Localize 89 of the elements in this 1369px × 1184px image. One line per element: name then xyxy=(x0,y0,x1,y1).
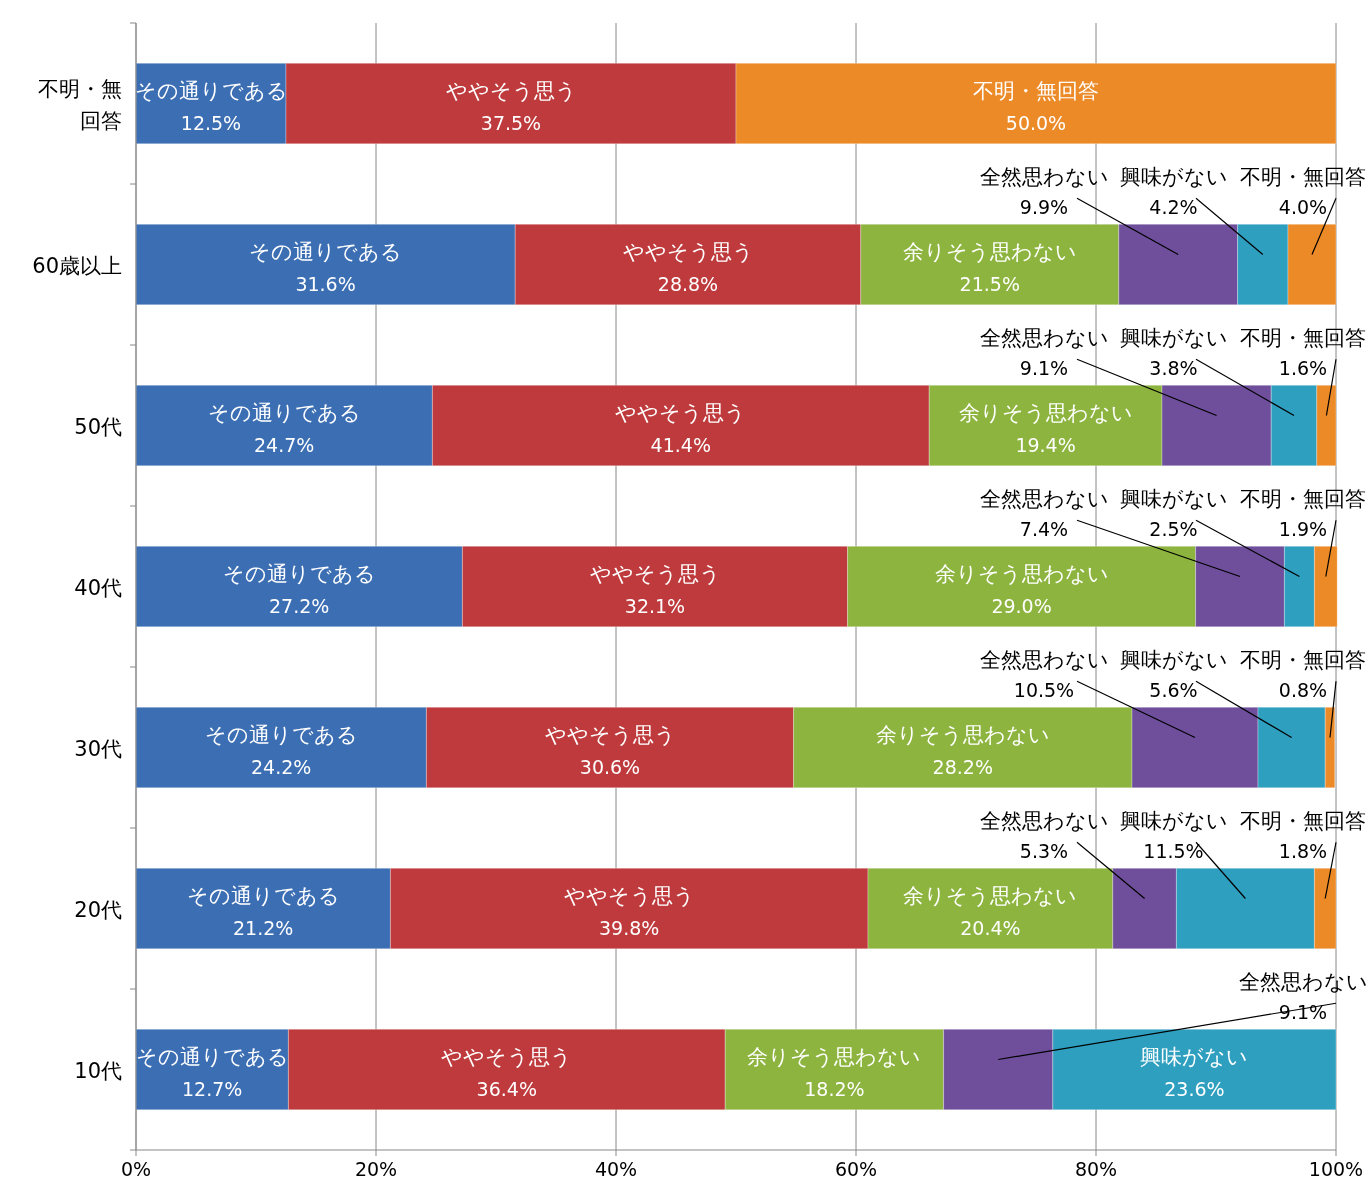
y-tick-label: 10代 xyxy=(74,1058,122,1083)
text: ややそう思う xyxy=(441,1044,573,1069)
category-label: 不明・無回答 xyxy=(1240,165,1366,190)
text: 興味がない xyxy=(1119,809,1228,834)
data-label: 9.1% xyxy=(1278,1001,1328,1024)
data-label: 3.8% xyxy=(1149,357,1198,380)
text: 余りそう思わない xyxy=(934,561,1109,586)
data-label: 4.2% xyxy=(1149,196,1198,219)
y-tick-label: 不明・無回答 xyxy=(38,76,122,133)
data-label: 23.6% xyxy=(1164,1077,1225,1100)
text: 全然思わない xyxy=(979,487,1109,512)
data-label: 5.3% xyxy=(1019,840,1069,863)
data-label: 39.8% xyxy=(599,916,660,939)
series-label: 不明・無回答 xyxy=(973,78,1099,103)
y-tick-label: 50代 xyxy=(74,414,122,439)
data-label: 30.6% xyxy=(579,755,641,778)
text: ややそう思う xyxy=(615,400,747,425)
data-label: 27.2% xyxy=(269,594,330,617)
text: 全然思わない xyxy=(979,809,1109,834)
data-label: 28.2% xyxy=(932,755,993,778)
data-label: 1.9% xyxy=(1278,518,1328,541)
series-label: その通りである xyxy=(135,1044,289,1069)
x-tick-label: 40% xyxy=(594,1158,638,1180)
data-label: 36.4% xyxy=(476,1077,537,1100)
text: 余りそう思わない xyxy=(875,722,1050,747)
y-tick-label: 60歳以上 xyxy=(32,253,122,278)
data-label: 31.6% xyxy=(295,272,356,295)
data-label: 9.9% xyxy=(1019,196,1069,219)
text: ややそう思う xyxy=(622,239,754,264)
data-label: 50.0% xyxy=(1005,111,1067,134)
x-tick-label: 100% xyxy=(1308,1158,1364,1180)
series-label: 全然思わない xyxy=(979,326,1109,351)
data-label: 29.0% xyxy=(991,594,1052,617)
data-label: 1.8% xyxy=(1278,840,1328,863)
text: 興味がない xyxy=(1119,326,1228,351)
series-label: ややそう思う xyxy=(445,78,577,103)
text: その通りである xyxy=(249,239,403,264)
text: 興味がない xyxy=(1119,648,1228,673)
category-label: 不明・無回答 xyxy=(1240,487,1366,512)
series-label: 余りそう思わない xyxy=(902,239,1077,264)
text: その通りである xyxy=(134,78,288,103)
text: ややそう思う xyxy=(589,561,721,586)
data-label: 32.1% xyxy=(624,594,686,617)
text: 全然思わない xyxy=(979,648,1109,673)
text: 全然思わない xyxy=(1238,970,1368,995)
data-label: 21.2% xyxy=(233,916,294,939)
text: 興味がない xyxy=(1119,487,1228,512)
data-label: 7.4% xyxy=(1019,518,1069,541)
y-tick-label: 40代 xyxy=(74,575,122,600)
data-label: 9.1% xyxy=(1019,357,1069,380)
data-label: 12.7% xyxy=(182,1077,243,1100)
data-label: 5.6% xyxy=(1149,679,1198,702)
data-label: 2.5% xyxy=(1149,518,1198,541)
text: ややそう思う xyxy=(563,883,695,908)
text: 余りそう思わない xyxy=(903,883,1078,908)
data-label: 41.4% xyxy=(650,433,711,456)
y-tick-label: 20代 xyxy=(74,897,122,922)
data-label: 1.6% xyxy=(1278,357,1328,380)
data-label: 10.5% xyxy=(1013,679,1075,702)
data-label: 4.0% xyxy=(1278,196,1328,219)
x-tick-label: 20% xyxy=(354,1158,398,1180)
data-label: 37.5% xyxy=(480,111,542,134)
category-label: 不明・無回答 xyxy=(1240,809,1366,834)
x-tick-label: 60% xyxy=(834,1158,878,1180)
text: その通りである xyxy=(207,400,361,425)
data-label: 18.2% xyxy=(804,1077,865,1100)
data-label: 28.8% xyxy=(657,272,719,295)
text: 全然思わない xyxy=(979,165,1109,190)
data-label: 24.2% xyxy=(251,755,312,778)
text: その通りである xyxy=(222,561,376,586)
text: その通りである xyxy=(204,722,358,747)
x-tick-label: 80% xyxy=(1074,1158,1118,1180)
series-label: 興味がない xyxy=(1140,1044,1249,1069)
text: 興味がない xyxy=(1119,165,1228,190)
text: その通りである xyxy=(186,883,340,908)
category-label: 不明・無回答 xyxy=(1240,648,1366,673)
text: 余りそう思わない xyxy=(958,400,1133,425)
data-label: 12.5% xyxy=(180,111,242,134)
data-label: 11.5% xyxy=(1143,840,1204,863)
data-label: 0.8% xyxy=(1278,679,1328,702)
data-label: 20.4% xyxy=(960,916,1021,939)
category-label: 不明・無回答 xyxy=(1240,326,1366,351)
y-tick-label: 30代 xyxy=(74,736,122,761)
data-label: 21.5% xyxy=(959,272,1020,295)
text: ややそう思う xyxy=(544,722,676,747)
data-label: 24.7% xyxy=(254,433,315,456)
x-tick-label: 0% xyxy=(120,1158,152,1180)
data-label: 19.4% xyxy=(1015,433,1076,456)
text: 余りそう思わない xyxy=(747,1044,922,1069)
